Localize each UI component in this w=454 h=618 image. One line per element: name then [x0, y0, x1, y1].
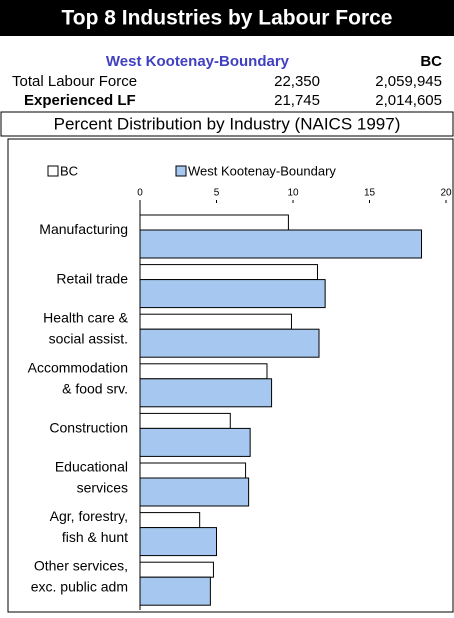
y-tick-label: Construction — [49, 419, 128, 435]
bar — [139, 561, 214, 578]
bar — [139, 576, 211, 606]
y-tick-label: Health care & social assist. — [43, 309, 128, 346]
bar — [139, 313, 292, 330]
x-tick-label: 5 — [214, 188, 220, 199]
subtitle: Percent Distribution by Industry (NAICS … — [54, 114, 401, 133]
cell: 2,014,605 — [375, 92, 442, 109]
title: Top 8 Industries by Labour Force — [62, 7, 393, 30]
y-tick-label: Educational services — [55, 458, 128, 495]
row-label: Experienced LF — [24, 92, 136, 109]
x-tick-label: 10 — [287, 188, 299, 199]
y-tick-label: Agr, forestry, fish & hunt — [50, 508, 128, 545]
x-tick-label: 20 — [440, 188, 452, 199]
bar — [139, 412, 231, 429]
bar — [139, 363, 268, 380]
legend-swatch — [47, 165, 59, 177]
bar — [139, 477, 250, 507]
cell: 21,745 — [274, 92, 320, 109]
row-label: Total Labour Force — [12, 73, 137, 90]
chart-frame — [7, 138, 454, 613]
bar — [139, 328, 320, 358]
label-line: Agr, forestry, — [50, 508, 128, 524]
bar — [139, 512, 201, 529]
subtitle-box — [0, 111, 454, 137]
legend-label: West Kootenay-Boundary — [188, 163, 336, 178]
bar — [139, 378, 273, 408]
bar — [139, 229, 423, 259]
label-line: exc. public adm — [31, 578, 128, 594]
x-tick-label: 0 — [137, 188, 143, 199]
label-line: Accommodation — [28, 359, 128, 375]
bar — [139, 264, 318, 281]
cell: 22,350 — [274, 73, 320, 90]
legend-label: BC — [60, 163, 78, 178]
label-line: Construction — [49, 419, 128, 435]
bar — [139, 214, 289, 231]
label-line: Other services, — [34, 557, 128, 573]
y-tick-label: Manufacturing — [39, 221, 128, 237]
column-header: BC — [420, 53, 442, 70]
bar — [139, 527, 217, 557]
label-line: fish & hunt — [62, 529, 128, 545]
label-line: services — [77, 479, 128, 495]
column-header: West Kootenay-Boundary — [106, 53, 290, 70]
bar — [139, 462, 247, 479]
y-tick-label: Other services, exc. public adm — [31, 557, 128, 594]
bar — [139, 279, 326, 309]
cell: 2,059,945 — [375, 73, 442, 90]
label-line: & food srv. — [62, 380, 128, 396]
x-tick-label: 15 — [364, 188, 376, 199]
label-line: social assist. — [49, 330, 128, 346]
title-bar — [0, 0, 454, 36]
y-tick-label: Accommodation & food srv. — [28, 359, 128, 396]
label-line: Health care & — [43, 309, 128, 325]
bar — [139, 427, 251, 457]
y-tick-label: Retail trade — [56, 270, 128, 286]
label-line: Educational — [55, 458, 128, 474]
legend-swatch — [175, 165, 187, 177]
label-line: Manufacturing — [39, 221, 128, 237]
label-line: Retail trade — [56, 270, 128, 286]
